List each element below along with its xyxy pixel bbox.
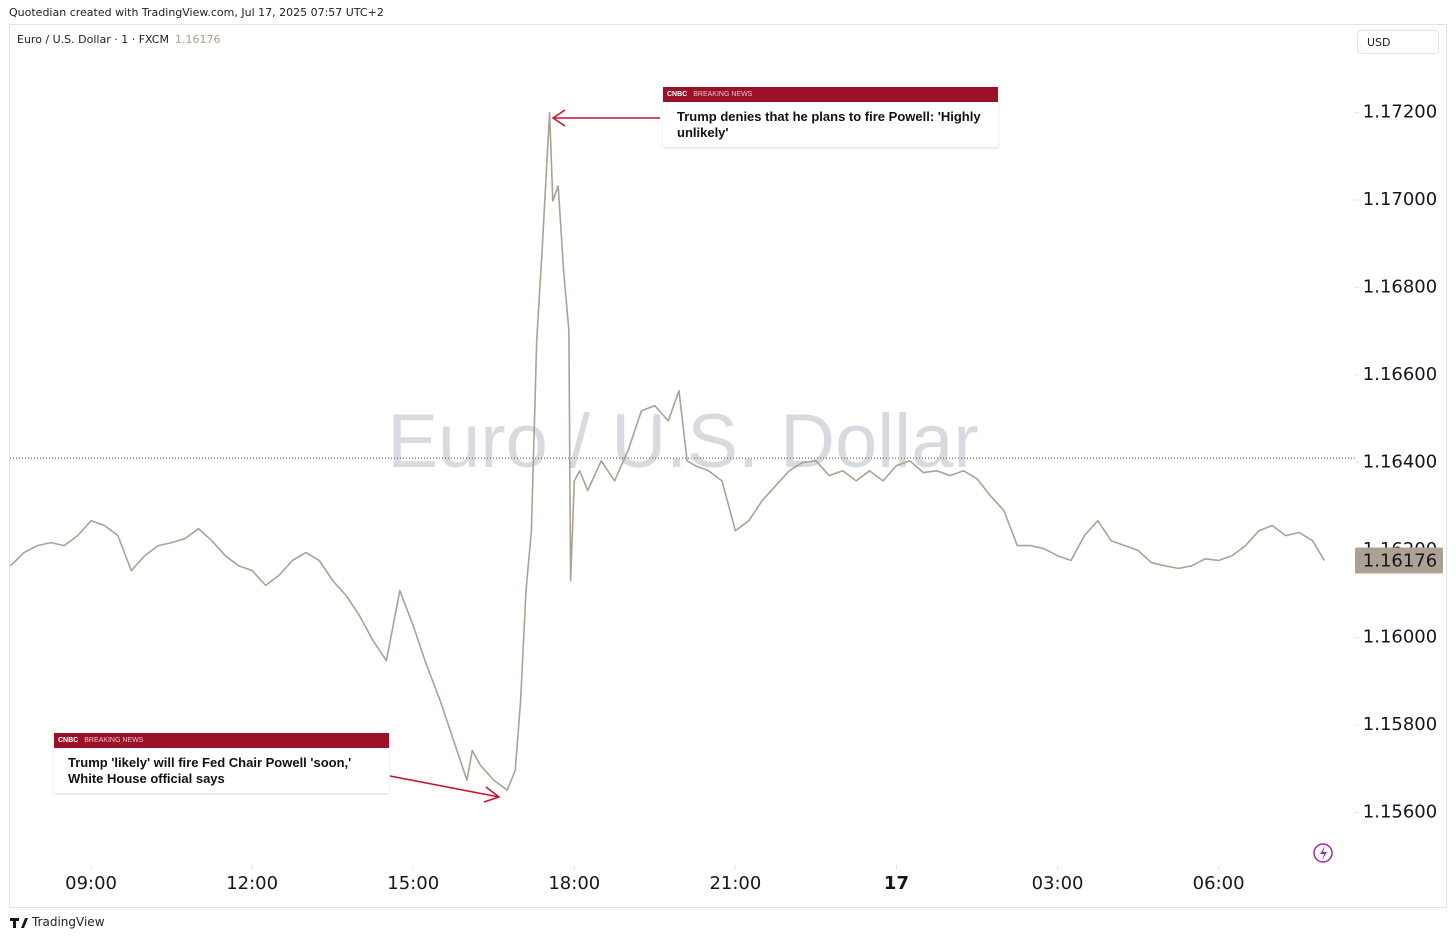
footer-brand: TradingView (32, 915, 105, 929)
arrowhead (483, 786, 501, 803)
x-tick-label: 18:00 (548, 873, 600, 894)
y-tick-label: 1.15600 (1363, 802, 1437, 823)
tv-logo (10, 918, 28, 928)
x-tick-label: 21:00 (709, 873, 761, 894)
arrow (389, 775, 500, 798)
y-tick-label: 1.17200 (1363, 102, 1437, 123)
symbol-info: Euro / U.S. Dollar · 1 · FXCM 1.16176 (17, 33, 220, 46)
y-tick-label: 1.17000 (1363, 189, 1437, 210)
y-tick-label: 1.16600 (1363, 364, 1437, 385)
currency-button[interactable]: USD (1357, 30, 1439, 54)
last-price-box (1355, 547, 1443, 574)
last-price-label: 1.16176 (1363, 551, 1437, 572)
frame (9, 24, 1447, 908)
watermark: Euro / U.S. Dollar (387, 399, 978, 484)
plot (9, 111, 1355, 791)
news-bar: CNBC BREAKING NEWS (54, 733, 389, 748)
news-card: CNBC BREAKING NEWS Trump 'likely' will fi… (54, 733, 389, 793)
news-source: CNBC (667, 91, 688, 98)
y-tick-label: 1.15800 (1363, 714, 1437, 735)
alert-icon[interactable] (1313, 843, 1333, 863)
x-tick-label: 12:00 (226, 873, 278, 894)
price-line (9, 111, 1326, 791)
y-tick-label: 1.16400 (1363, 452, 1437, 473)
news-tag: BREAKING NEWS (693, 91, 753, 98)
news-text: Trump 'likely' will fire Fed Chair Powel… (68, 755, 352, 786)
x-tick-label: 03:00 (1032, 873, 1084, 894)
symbol-title: Euro / U.S. Dollar · 1 · FXCM (17, 33, 169, 46)
x-tick-label: 15:00 (387, 873, 439, 894)
news-text: Trump denies that he plans to fire Powel… (677, 109, 981, 140)
arrowhead (551, 109, 566, 127)
news-card: CNBC BREAKING NEWS Trump denies that he p… (663, 87, 998, 147)
x-tick-label: 17 (884, 873, 909, 894)
news-tag: BREAKING NEWS (84, 737, 144, 744)
alert-icon-bolt (1320, 846, 1327, 860)
y-tick-label: 1.16000 (1363, 627, 1437, 648)
x-tick-label: 06:00 (1193, 873, 1245, 894)
news-bar: CNBC BREAKING NEWS (663, 87, 998, 102)
news-source: CNBC (58, 737, 79, 744)
symbol-price: 1.16176 (174, 33, 221, 46)
x-tick-label: 09:00 (65, 873, 117, 894)
y-tick-label: 1.16800 (1363, 277, 1437, 298)
credit: Quotedian created with TradingView.com, … (9, 6, 384, 19)
